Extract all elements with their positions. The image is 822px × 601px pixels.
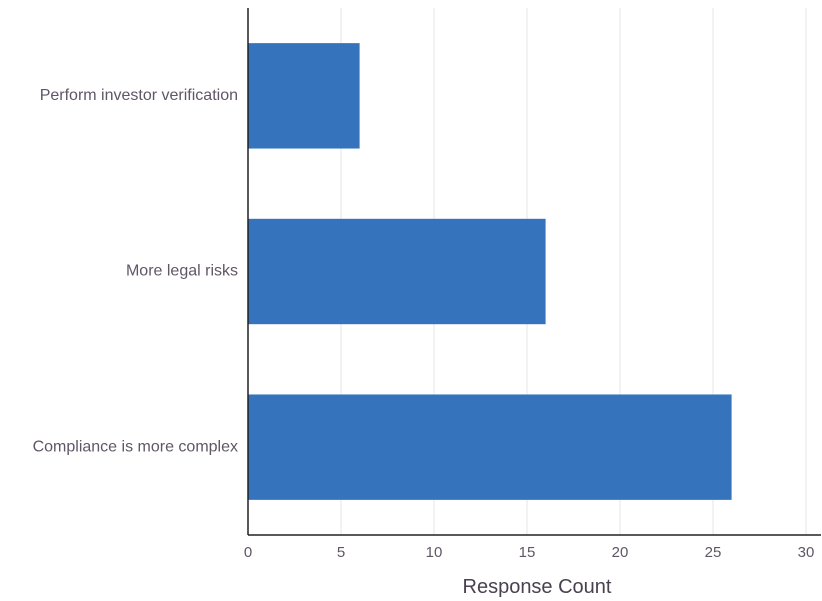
x-tick-labels: 0 5 10 15 20 25 30 [244, 544, 815, 561]
bar[interactable] [248, 43, 360, 149]
category-label: More legal risks [126, 263, 238, 280]
category-labels: Perform investor verification More legal … [33, 87, 238, 455]
axes [247, 8, 821, 536]
x-axis-title: Response Count [463, 576, 612, 598]
category-label: Compliance is more complex [33, 438, 238, 455]
bar[interactable] [248, 394, 732, 500]
category-label: Perform investor verification [40, 87, 238, 104]
x-tick-label: 0 [244, 544, 252, 561]
bar[interactable] [248, 218, 546, 325]
x-tick-label: 20 [612, 544, 629, 561]
x-tick-label: 10 [426, 544, 443, 561]
x-tick-label: 15 [519, 544, 536, 561]
x-tick-label: 25 [705, 544, 722, 561]
x-tick-label: 30 [798, 544, 815, 561]
bars [248, 43, 732, 500]
x-tick-label: 5 [337, 544, 345, 561]
